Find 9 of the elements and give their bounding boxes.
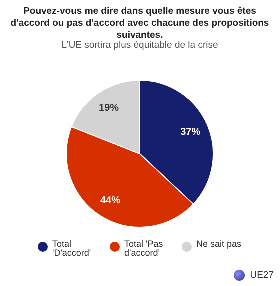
legend-label: Ne sait pas bbox=[196, 239, 242, 249]
legend-label: Total 'Pas d'accord' bbox=[124, 239, 164, 258]
data-label: 37% bbox=[180, 126, 201, 138]
chart-title: Pouvez-vous me dire dans quelle mesure vous êtes d'accord ou pas d'accord avec chacune des propositions suivantes. bbox=[10, 6, 270, 41]
legend-label: Total 'D'accord' bbox=[52, 239, 92, 258]
chart-subtitle: L'UE sortira plus équitable de la crise bbox=[60, 40, 220, 51]
data-label: 19% bbox=[99, 103, 120, 114]
data-label: 44% bbox=[100, 195, 121, 206]
text: UE27 bbox=[250, 270, 274, 281]
